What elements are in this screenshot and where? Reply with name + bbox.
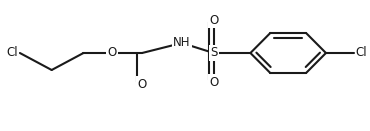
Text: Cl: Cl bbox=[356, 47, 367, 59]
Text: S: S bbox=[210, 47, 217, 59]
Text: NH: NH bbox=[173, 37, 191, 50]
Text: O: O bbox=[108, 47, 117, 59]
Text: O: O bbox=[138, 78, 147, 91]
Text: Cl: Cl bbox=[6, 47, 18, 59]
Text: O: O bbox=[209, 75, 218, 89]
Text: O: O bbox=[209, 13, 218, 26]
